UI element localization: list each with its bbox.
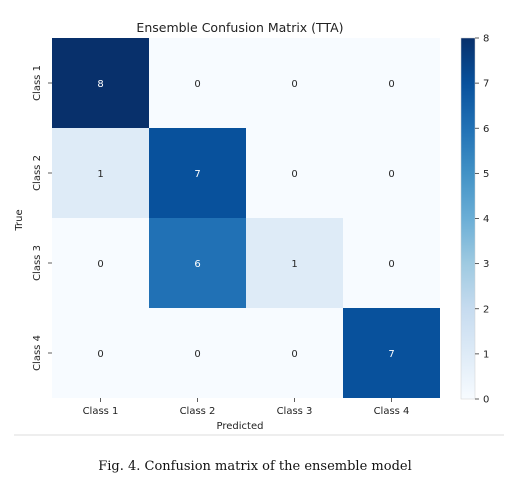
- cell-value-label: 6: [194, 259, 200, 270]
- colorbar-tick-label: 3: [483, 259, 489, 270]
- x-axis-label: Predicted: [217, 421, 264, 432]
- cell-value-label: 7: [194, 169, 200, 180]
- x-tick-label: Class 2: [180, 406, 216, 417]
- chart-title: Ensemble Confusion Matrix (TTA): [136, 20, 343, 35]
- colorbar-tick-label: 1: [483, 349, 489, 360]
- colorbar-tick-label: 2: [483, 304, 489, 315]
- x-axis-ticks: Class 1 Class 2 Class 3 Class 4: [83, 398, 410, 417]
- colorbar-tick-label: 7: [483, 79, 489, 90]
- cell-value-label: 7: [388, 349, 394, 360]
- colorbar-ticks: 0 1 2 3 4 5 6 7 8: [475, 34, 489, 406]
- cell-value-label: 0: [291, 79, 297, 90]
- cell-value-label: 0: [194, 349, 200, 360]
- cell-value-label: 0: [194, 79, 200, 90]
- y-axis-label: True: [14, 209, 25, 231]
- y-tick-label: Class 4: [32, 335, 43, 371]
- y-tick-label: Class 1: [32, 65, 43, 101]
- figure-caption: Fig. 4. Confusion matrix of the ensemble…: [98, 459, 412, 474]
- colorbar-tick-label: 4: [483, 214, 489, 225]
- colorbar: [461, 38, 475, 399]
- colorbar-tick-label: 0: [483, 395, 489, 406]
- cell-value-label: 0: [291, 169, 297, 180]
- x-tick-label: Class 1: [83, 406, 119, 417]
- cell-value-label: 0: [97, 259, 103, 270]
- x-tick-label: Class 3: [277, 406, 313, 417]
- colorbar-tick-label: 6: [483, 124, 489, 135]
- cell-value-label: 0: [291, 349, 297, 360]
- y-tick-label: Class 3: [32, 245, 43, 281]
- heatmap-cells: [52, 38, 440, 398]
- cell-value-label: 8: [97, 79, 103, 90]
- y-axis-ticks: Class 1 Class 2 Class 3 Class 4: [32, 65, 52, 371]
- cell-value-label: 0: [388, 169, 394, 180]
- cell-value-label: 0: [388, 259, 394, 270]
- colorbar-tick-label: 5: [483, 169, 489, 180]
- cell-value-label: 0: [97, 349, 103, 360]
- cell-value-label: 1: [97, 169, 103, 180]
- x-tick-label: Class 4: [374, 406, 410, 417]
- cell-value-label: 0: [388, 79, 394, 90]
- colorbar-tick-label: 8: [483, 34, 489, 45]
- y-tick-label: Class 2: [32, 155, 43, 191]
- cell-value-label: 1: [291, 259, 297, 270]
